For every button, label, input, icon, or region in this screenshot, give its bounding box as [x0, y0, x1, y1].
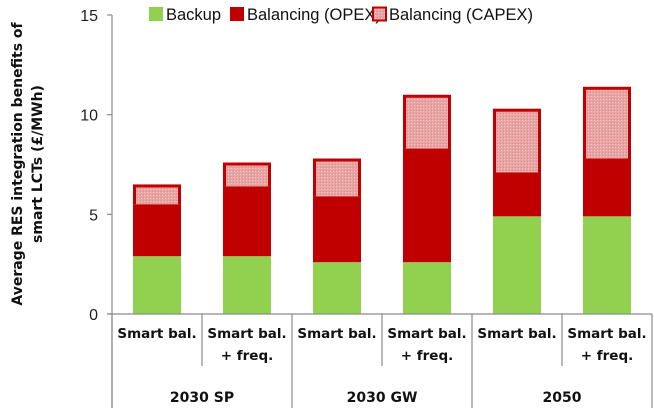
bar-segment-opex [403, 148, 451, 263]
y-tick-label: 0 [89, 307, 98, 324]
bar-stack [583, 86, 631, 314]
category-label: Smart bal. [567, 326, 646, 342]
group-label: 2030 GW [347, 390, 418, 406]
group-label: 2050 [543, 390, 582, 406]
bar-stack [313, 158, 361, 314]
bars [133, 86, 631, 314]
bar-segment-opex [493, 172, 541, 217]
bar-stack [493, 108, 541, 314]
bar-stack [133, 184, 181, 314]
bar-segment-opex [313, 196, 361, 263]
y-tick-label: 15 [80, 8, 98, 25]
bar-segment-backup [403, 262, 451, 314]
bar-segment-opex [583, 158, 631, 217]
bar-segment-capex [316, 161, 358, 197]
category-label: Smart bal. [477, 326, 556, 342]
legend-item-backup: Backup [149, 6, 221, 24]
legend-swatch-capex [372, 6, 387, 22]
legend-swatch-opex [230, 7, 244, 21]
y-axis: 0 5 10 15 [80, 8, 113, 408]
bar-segment-opex [133, 204, 181, 257]
legend-label-opex: Balancing (OPEX) [247, 6, 381, 24]
category-label: + freq. [401, 348, 454, 364]
bar-segment-capex [136, 187, 178, 205]
bar-segment-backup [313, 262, 361, 314]
bar-stack [223, 162, 271, 314]
category-label: Smart bal. [207, 326, 286, 342]
legend-item-opex: Balancing (OPEX) [230, 6, 381, 24]
category-label: + freq. [581, 348, 634, 364]
bar-segment-backup [583, 216, 631, 314]
legend-item-capex: Balancing (CAPEX) [372, 6, 533, 24]
bar-segment-backup [493, 216, 541, 314]
legend-swatch-backup [149, 7, 163, 21]
bar-segment-capex [406, 97, 448, 149]
bar-segment-backup [133, 256, 181, 314]
bar-segment-capex [586, 89, 628, 159]
y-axis-title-line-2: smart LCTs (£/MWh) [30, 85, 46, 243]
category-label: Smart bal. [387, 326, 466, 342]
bar-segment-backup [223, 256, 271, 314]
bar-segment-capex [226, 165, 268, 187]
legend: Backup Balancing (OPEX) Balancing (CAPEX… [149, 6, 533, 24]
category-label: Smart bal. [117, 326, 196, 342]
y-tick-label: 5 [89, 207, 98, 224]
y-tick-label: 10 [80, 108, 98, 125]
bar-segment-opex [223, 186, 271, 257]
category-label: + freq. [221, 348, 274, 364]
bar-stack [403, 94, 451, 314]
x-axis: Smart bal. Smart bal. + freq. Smart bal. Sma… [107, 313, 653, 408]
legend-label-capex: Balancing (CAPEX) [389, 6, 533, 24]
y-axis-title-line-1: Average RES integration benefits of [10, 21, 26, 305]
legend-label-backup: Backup [166, 6, 221, 24]
category-label: Smart bal. [297, 326, 376, 342]
group-label: 2030 SP [170, 390, 234, 406]
bar-segment-capex [496, 111, 538, 173]
